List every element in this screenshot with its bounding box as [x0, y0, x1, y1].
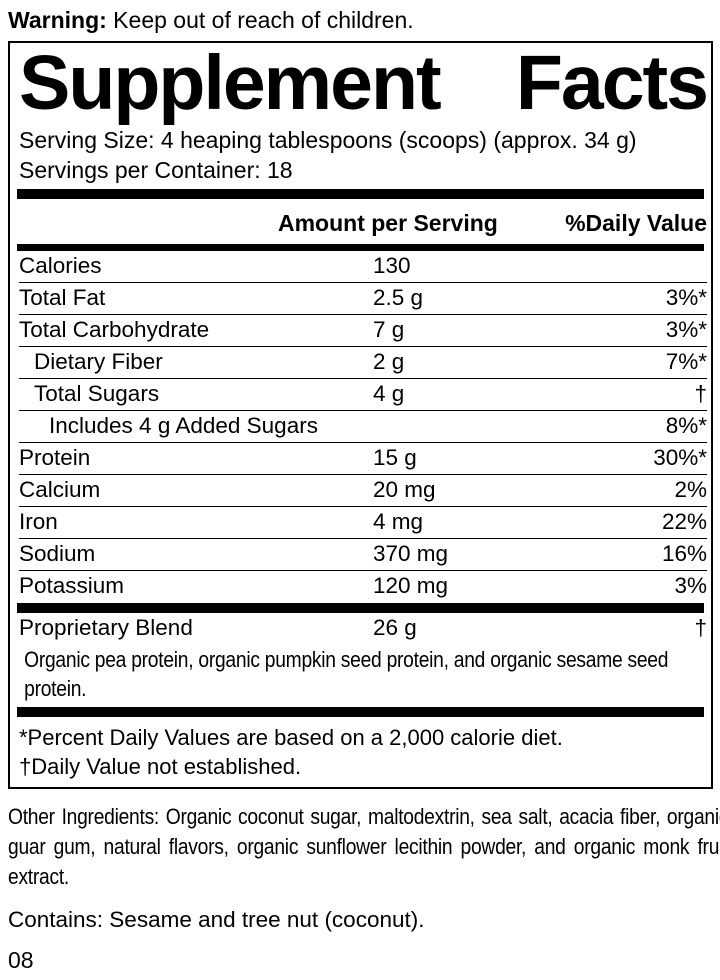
nutrient-daily-value: 8%*	[665, 413, 707, 438]
nutrient-row-sodium: Sodium 370 mg 16%	[19, 539, 707, 571]
nutrient-name: Calcium	[19, 477, 101, 502]
warning-label: Warning:	[8, 7, 107, 33]
nutrient-row-iron: Iron 4 mg 22%	[19, 507, 707, 539]
separator-bar-thick	[17, 707, 704, 717]
nutrient-daily-value: †	[694, 615, 707, 640]
nutrient-row-calcium: Calcium 20 mg 2%	[19, 475, 707, 507]
serving-size: Serving Size: 4 heaping tablespoons (sco…	[19, 127, 637, 153]
nutrient-daily-value: 3%*	[665, 285, 707, 310]
nutrient-name: Total Fat	[19, 285, 106, 310]
nutrient-daily-value: 22%	[661, 509, 707, 534]
nutrition-table-header: Amount per Serving %Daily Value	[19, 199, 707, 244]
nutrient-name: Includes 4 g Added Sugars	[49, 413, 318, 438]
nutrient-name: Protein	[19, 445, 91, 470]
nutrient-name: Potassium	[19, 573, 125, 598]
proprietary-blend-description: Organic pea protein, organic pumpkin see…	[24, 647, 669, 701]
daily-value-header: %Daily Value	[565, 210, 707, 236]
nutrient-amount: 2.5 g	[373, 285, 424, 310]
nutrient-name: Iron	[19, 509, 58, 534]
nutrient-row-total-sugars: Total Sugars 4 g †	[19, 379, 707, 411]
nutrient-daily-value: 3%	[674, 573, 707, 598]
nutrient-name: Total Sugars	[34, 381, 160, 406]
nutrient-name: Total Carbohydrate	[19, 317, 210, 342]
nutrient-row-added-sugars: Includes 4 g Added Sugars 8%*	[19, 411, 707, 443]
warning-statement: Warning: Keep out of reach of children.	[8, 6, 712, 34]
nutrient-amount: 370 mg	[373, 541, 449, 566]
nutrient-name: Proprietary Blend	[19, 615, 193, 640]
nutrient-name: Dietary Fiber	[34, 349, 163, 374]
nutrient-daily-value: †	[694, 381, 707, 406]
nutrient-name: Calories	[19, 253, 102, 278]
nutrient-amount: 15 g	[373, 445, 417, 470]
nutrient-row-dietary-fiber: Dietary Fiber 2 g 7%*	[19, 347, 707, 379]
nutrient-amount: 7 g	[373, 317, 405, 342]
nutrient-daily-value: 2%	[674, 477, 707, 502]
footnote-percent-daily-value: *Percent Daily Values are based on a 2,0…	[19, 725, 563, 750]
panel-title: Supplement Facts	[19, 40, 709, 126]
nutrient-row-calories: Calories 130	[19, 251, 707, 283]
serving-info: Serving Size: 4 heaping tablespoons (sco…	[19, 125, 707, 185]
servings-per-container: Servings per Container: 18	[19, 157, 293, 183]
contains-statement: Contains: Sesame and tree nut (coconut).	[8, 907, 425, 932]
nutrient-row-potassium: Potassium 120 mg 3%	[19, 571, 707, 603]
nutrient-daily-value: 30%*	[653, 445, 707, 470]
supplement-facts-panel: Supplement Facts Serving Size: 4 heaping…	[8, 41, 713, 789]
footnote-dagger: †Daily Value not established.	[19, 754, 302, 779]
amount-per-serving-header: Amount per Serving	[278, 210, 498, 236]
separator-bar-medium	[17, 244, 704, 251]
nutrient-amount: 120 mg	[373, 573, 449, 598]
nutrient-daily-value: 7%*	[665, 349, 707, 374]
nutrient-row-total-fat: Total Fat 2.5 g 3%*	[19, 283, 707, 315]
nutrient-daily-value: 3%*	[665, 317, 707, 342]
title-word-facts: Facts	[515, 40, 709, 126]
nutrient-amount: 26 g	[373, 615, 417, 640]
nutrient-amount: 4 g	[373, 381, 405, 406]
separator-bar-thick	[17, 603, 704, 613]
proprietary-blend-row: Proprietary Blend 26 g †	[19, 613, 707, 645]
nutrient-name: Sodium	[19, 541, 96, 566]
nutrient-row-protein: Protein 15 g 30%*	[19, 443, 707, 475]
product-code: 08	[8, 947, 34, 973]
separator-bar-thick	[17, 189, 704, 199]
nutrient-daily-value: 16%	[661, 541, 707, 566]
title-word-supplement: Supplement	[19, 40, 442, 126]
nutrient-amount: 4 mg	[373, 509, 424, 534]
warning-text: Keep out of reach of children.	[106, 7, 414, 33]
other-ingredients: Other Ingredients: Organic coconut sugar…	[8, 804, 720, 889]
nutrient-amount: 130	[373, 253, 411, 278]
nutrient-row-total-carbohydrate: Total Carbohydrate 7 g 3%*	[19, 315, 707, 347]
footnotes: *Percent Daily Values are based on a 2,0…	[19, 723, 707, 781]
nutrient-amount: 20 mg	[373, 477, 436, 502]
nutrient-amount: 2 g	[373, 349, 405, 374]
